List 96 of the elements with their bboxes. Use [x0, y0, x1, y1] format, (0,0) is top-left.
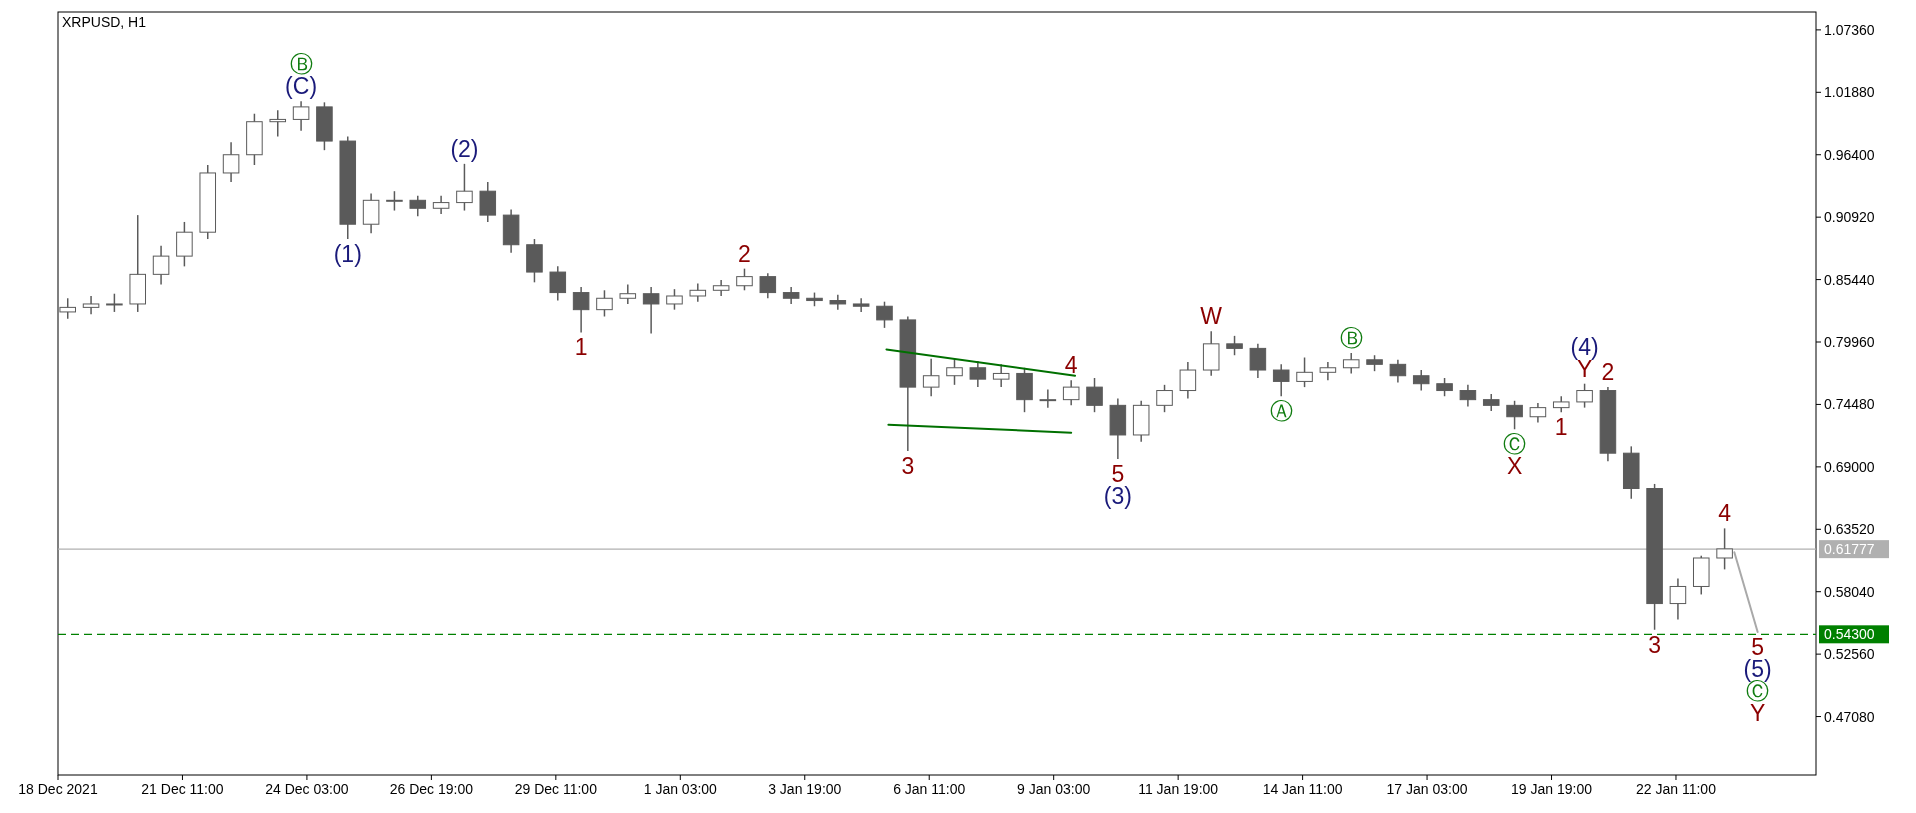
y-tick-label: 1.07360: [1824, 21, 1875, 38]
candlestick: [1412, 369, 1430, 392]
candlestick: [1179, 361, 1197, 400]
candlestick: [386, 190, 403, 212]
candlestick: [1296, 356, 1313, 388]
chart-title: XRPUSD, H1: [62, 14, 147, 30]
candlestick: [1156, 384, 1173, 413]
candlestick: [946, 357, 963, 386]
candlestick: [176, 221, 193, 268]
x-tick-label: 11 Jan 19:00: [1138, 781, 1219, 797]
candlestick: [596, 289, 613, 318]
x-tick-label: 9 Jan 03:00: [1017, 781, 1091, 797]
annotation: Ⓐ: [1269, 398, 1293, 425]
candlestick: [1342, 352, 1360, 375]
x-tick-label: 6 Jan 11:00: [893, 781, 966, 797]
candlestick: [269, 109, 287, 138]
annotation: (5): [1743, 656, 1772, 683]
y-tick-label: 0.90920: [1824, 209, 1875, 226]
candlestick: [152, 245, 170, 286]
y-tick-label: 0.47080: [1824, 708, 1875, 725]
candlestick: [1226, 335, 1243, 356]
y-tick-label: 0.52560: [1824, 646, 1875, 663]
candlestick: [549, 265, 567, 302]
y-tick-label: 0.85440: [1824, 271, 1875, 288]
candlestick: [292, 100, 310, 132]
candlestick: [432, 194, 450, 215]
candlestick: [106, 292, 123, 313]
candlestick: [876, 300, 893, 329]
y-tick-label: 0.79960: [1824, 334, 1875, 351]
candlestick: [59, 297, 76, 320]
y-tick-label: 0.74480: [1824, 396, 1875, 413]
candlestick: [619, 283, 637, 305]
x-tick-label: 3 Jan 19:00: [768, 781, 842, 797]
annotation: 2: [738, 240, 751, 267]
x-tick-label: 29 Dec 11:00: [514, 781, 598, 797]
y-tick-label: 0.58040: [1824, 583, 1875, 600]
candlestick: [992, 363, 1010, 388]
candlestick: [1506, 400, 1523, 431]
candlestick: [572, 286, 590, 334]
x-tick-label: 1 Jan 03:00: [643, 781, 718, 797]
candlestick: [1249, 343, 1267, 379]
candlestick: [1716, 527, 1733, 571]
x-tick-label: 18 Dec 2021: [18, 781, 98, 797]
annotation: 2: [1601, 359, 1615, 386]
candlestick: [1389, 359, 1407, 384]
candlestick: [1062, 379, 1080, 407]
x-tick-label: 17 Jan 03:00: [1386, 781, 1468, 797]
y-tick-label: 0.63520: [1824, 521, 1875, 538]
annotation: (1): [333, 241, 362, 268]
candlestick: [1086, 377, 1103, 413]
annotation: 1: [574, 334, 588, 361]
candlestick: [736, 267, 753, 292]
candlestick: [1459, 384, 1477, 408]
ref-line-label: 0.61777: [1824, 541, 1875, 558]
annotation: Ⓒ: [1503, 431, 1527, 458]
candlestick: [759, 272, 777, 300]
x-tick-label: 24 Dec 03:00: [265, 781, 349, 797]
candlestick: [852, 297, 870, 313]
annotation: Ⓑ: [289, 51, 313, 78]
candlestick: [1669, 577, 1687, 621]
candlestick: [1576, 382, 1593, 409]
x-tick-label: 14 Jan 11:00: [1262, 781, 1343, 797]
candlestick: [1436, 377, 1453, 397]
y-tick-label: 0.69000: [1824, 458, 1875, 475]
candlestick: [479, 181, 497, 223]
candlestick: [642, 286, 660, 335]
candlestick: [922, 357, 940, 397]
annotation: 3: [1648, 631, 1661, 658]
candlestick: [1272, 363, 1290, 397]
annotation: (2): [450, 135, 479, 162]
x-tick-label: 22 Jan 11:00: [1636, 781, 1717, 797]
annotation: W: [1200, 303, 1223, 330]
candlestick: [1039, 388, 1057, 409]
annotation: 3: [901, 452, 915, 479]
candlestick: [456, 163, 473, 212]
candlestick: [409, 194, 427, 217]
x-tick-label: 19 Jan 19:00: [1511, 781, 1593, 797]
annotation: (4): [1570, 333, 1599, 360]
candlestick: [222, 141, 240, 183]
ref-line-label: 0.54300: [1824, 626, 1875, 643]
candlestick: [1319, 361, 1337, 382]
candlestick: [82, 295, 100, 315]
y-tick-label: 1.01880: [1824, 84, 1875, 101]
annotation: 4: [1064, 352, 1078, 379]
y-tick-label: 0.96400: [1824, 146, 1875, 163]
candlestick: [666, 288, 683, 311]
candlestick: [689, 282, 707, 303]
annotation: 4: [1718, 500, 1732, 527]
x-tick-label: 21 Dec 11:00: [141, 781, 224, 797]
candlestick: [829, 294, 847, 311]
candlestick: [969, 360, 987, 388]
x-tick-label: 26 Dec 19:00: [389, 781, 474, 797]
candlestick: [1529, 402, 1547, 424]
candlestick: [362, 192, 380, 235]
annotation: Ⓑ: [1339, 324, 1363, 351]
annotation: 1: [1554, 414, 1568, 441]
